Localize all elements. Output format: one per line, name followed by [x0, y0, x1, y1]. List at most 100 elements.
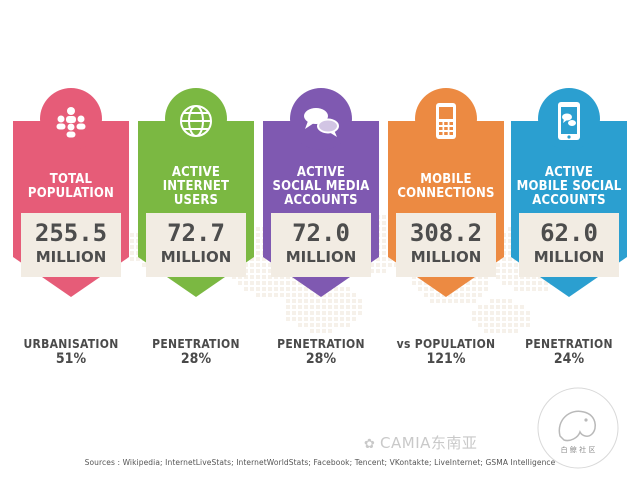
map-dot [502, 311, 506, 315]
map-dot [502, 257, 506, 261]
map-dot [268, 287, 272, 291]
map-dot [418, 281, 422, 285]
map-dot [502, 245, 506, 249]
card-internet-users: ACTIVE INTERNET USERS 72.7 MILLION [138, 87, 254, 297]
card-title: ACTIVE INTERNET USERS [162, 165, 230, 208]
map-dot [292, 299, 296, 303]
map-dot [316, 329, 320, 333]
map-dot [340, 317, 344, 321]
map-dot [484, 317, 488, 321]
map-dot [334, 317, 338, 321]
map-dot [526, 311, 530, 315]
map-dot [520, 281, 524, 285]
map-dot [334, 287, 338, 291]
map-dot [316, 323, 320, 327]
map-dot [328, 323, 332, 327]
map-dot [382, 245, 386, 249]
map-dot [304, 293, 308, 297]
map-dot [250, 269, 254, 273]
map-dot [466, 299, 470, 303]
map-dot [298, 311, 302, 315]
map-dot [346, 287, 350, 291]
map-dot [274, 293, 278, 297]
map-dot [298, 317, 302, 321]
map-dot [346, 311, 350, 315]
map-dot [508, 269, 512, 273]
stat-label: URBANISATION [23, 337, 119, 351]
map-dot [250, 257, 254, 261]
stat-label: PENETRATION [277, 337, 365, 351]
stat-value: 51% [55, 351, 87, 367]
map-dot [382, 239, 386, 243]
map-dot [466, 287, 470, 291]
map-dot [496, 269, 500, 273]
map-dot [502, 239, 506, 243]
map-dot [490, 305, 494, 309]
map-dot [382, 257, 386, 261]
map-dot [352, 305, 356, 309]
map-dot [526, 287, 530, 291]
map-dot [280, 287, 284, 291]
card-unit: MILLION [410, 248, 482, 266]
card-title: ACTIVE SOCIAL MEDIA ACCOUNTS [272, 165, 370, 208]
mobile-phone-icon [436, 103, 456, 139]
map-dot [130, 233, 134, 237]
map-dot [256, 269, 260, 273]
map-dot [286, 317, 290, 321]
map-dot [502, 305, 506, 309]
map-dot [346, 305, 350, 309]
map-dot [286, 281, 290, 285]
map-dot [472, 299, 476, 303]
map-dot [238, 281, 242, 285]
map-dot [520, 317, 524, 321]
map-dot [334, 323, 338, 327]
map-dot [346, 299, 350, 303]
map-dot [256, 257, 260, 261]
map-dot [496, 263, 500, 267]
map-dot [328, 329, 332, 333]
card-value: 308.2 [409, 219, 483, 247]
map-dot [514, 305, 518, 309]
map-dot [262, 263, 266, 267]
map-dot [346, 323, 350, 327]
map-dot [508, 281, 512, 285]
map-dot [292, 281, 296, 285]
map-dot [478, 287, 482, 291]
map-dot [502, 299, 506, 303]
stat-social-penetration: PENETRATION 28% [266, 337, 376, 367]
map-dot [268, 281, 272, 285]
map-dot [508, 275, 512, 279]
map-dot [322, 299, 326, 303]
map-dot [424, 293, 428, 297]
map-dot [340, 305, 344, 309]
stat-value: 24% [553, 351, 585, 367]
sources-footnote: Sources : Wikipedia; InternetLiveStats; … [84, 458, 556, 467]
map-dot [304, 299, 308, 303]
map-dot [430, 299, 434, 303]
map-dot [292, 293, 296, 297]
map-dot [544, 281, 548, 285]
card-total-population: TOTAL POPULATION 255.5 MILLION [13, 87, 129, 297]
map-dot [472, 311, 476, 315]
map-dot [244, 287, 248, 291]
map-dot [454, 293, 458, 297]
map-dot [340, 293, 344, 297]
card-unit: MILLION [533, 248, 605, 266]
svg-text:白 鲸 社 区: 白 鲸 社 区 [561, 445, 596, 454]
map-dot [496, 323, 500, 327]
smartphone-chat-icon [558, 102, 580, 140]
stat-value: 121% [426, 351, 466, 367]
map-dot [256, 239, 260, 243]
stat-vs-population: vs POPULATION 121% [391, 337, 501, 367]
stat-urbanisation: URBANISATION 51% [16, 337, 126, 367]
map-dot [514, 317, 518, 321]
map-dot [268, 263, 272, 267]
watermark-text: ✿ CAMIA东南亚 [364, 434, 478, 452]
map-dot [460, 299, 464, 303]
map-dot [472, 287, 476, 291]
map-dot [256, 287, 260, 291]
map-dot [310, 329, 314, 333]
map-dot [478, 311, 482, 315]
map-dot [376, 269, 380, 273]
